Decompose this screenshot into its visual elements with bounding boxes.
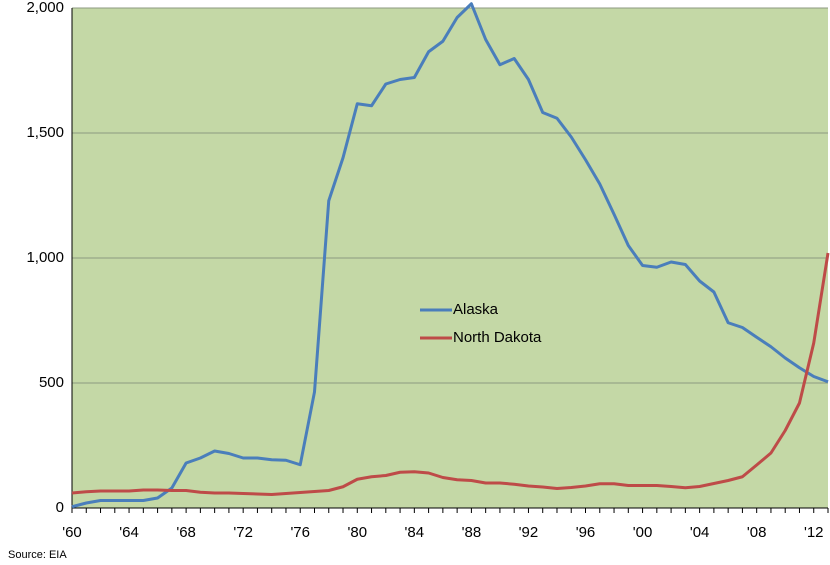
x-tick-label: '08: [747, 524, 767, 541]
y-tick-label: 2,000: [26, 0, 64, 16]
y-tick-label: 1,500: [26, 124, 64, 141]
y-tick-label: 1,000: [26, 249, 64, 266]
source-note: Source: EIA: [8, 549, 67, 561]
x-tick-label: '84: [405, 524, 425, 541]
x-tick-label: '68: [176, 524, 196, 541]
x-tick-label: '88: [462, 524, 482, 541]
y-tick-label: 500: [39, 374, 64, 391]
y-tick-label: 0: [56, 499, 64, 516]
x-tick-label: '00: [633, 524, 653, 541]
x-tick-label: '96: [576, 524, 596, 541]
x-tick-label: '60: [62, 524, 82, 541]
line-series: [71, 2, 829, 509]
line-series: [71, 252, 830, 496]
x-tick-label: '76: [290, 524, 310, 541]
legend-label: North Dakota: [453, 329, 542, 346]
x-tick-label: '92: [519, 524, 539, 541]
x-tick-label: '80: [348, 524, 368, 541]
x-tick-label: '12: [804, 524, 824, 541]
x-tick-label: '64: [119, 524, 139, 541]
x-tick-label: '72: [233, 524, 253, 541]
x-tick-label: '04: [690, 524, 710, 541]
legend-label: Alaska: [453, 301, 499, 318]
